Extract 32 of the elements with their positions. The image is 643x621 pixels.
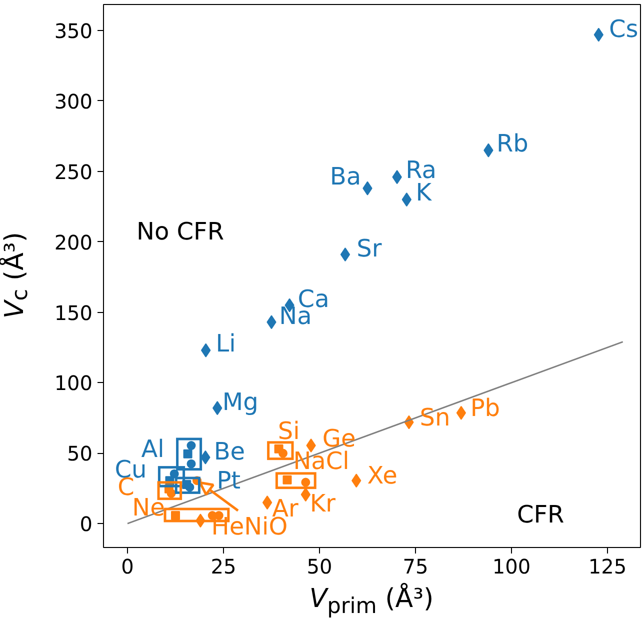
annotation: Kr — [310, 490, 336, 518]
x-tick-label: 25 — [210, 554, 236, 578]
y-tick-label: 300 — [54, 89, 93, 114]
y-tick-label: 200 — [54, 230, 93, 254]
annotation: Sr — [356, 234, 382, 263]
x-axis-title: V$_{prim}$ (Å³) — [308, 584, 435, 620]
x-tick-label: 100 — [492, 554, 531, 578]
annotation: Sn — [420, 403, 450, 432]
annotation: Mg — [222, 388, 258, 416]
annotation: No CFR — [136, 217, 224, 246]
y-tick-label: 0 — [80, 512, 93, 536]
y-tick-label: 250 — [54, 160, 93, 184]
x-tick-label: 50 — [306, 554, 332, 578]
annotation: Rb — [496, 129, 528, 158]
annotation: NaCl — [293, 446, 350, 475]
annotation: Be — [214, 437, 246, 466]
annotation: Si — [278, 416, 300, 445]
x-tick-label: 0 — [121, 554, 134, 578]
annotation: Xe — [367, 462, 398, 490]
y-tick-label: 350 — [54, 19, 93, 44]
y-tick-label: 100 — [54, 371, 93, 396]
annotation: Pb — [470, 394, 500, 422]
annotation: Ne — [132, 494, 165, 522]
annotation: Al — [141, 434, 164, 463]
annotation: CFR — [517, 500, 564, 528]
x-tick-label: 125 — [588, 554, 627, 578]
x-tick-label: 75 — [402, 554, 428, 578]
y-tick-label: 50 — [67, 442, 93, 466]
y-tick-label: 150 — [54, 300, 93, 325]
annotation: Li — [216, 329, 236, 358]
annotation: Cs — [609, 14, 638, 43]
annotation: Ba — [330, 162, 362, 190]
